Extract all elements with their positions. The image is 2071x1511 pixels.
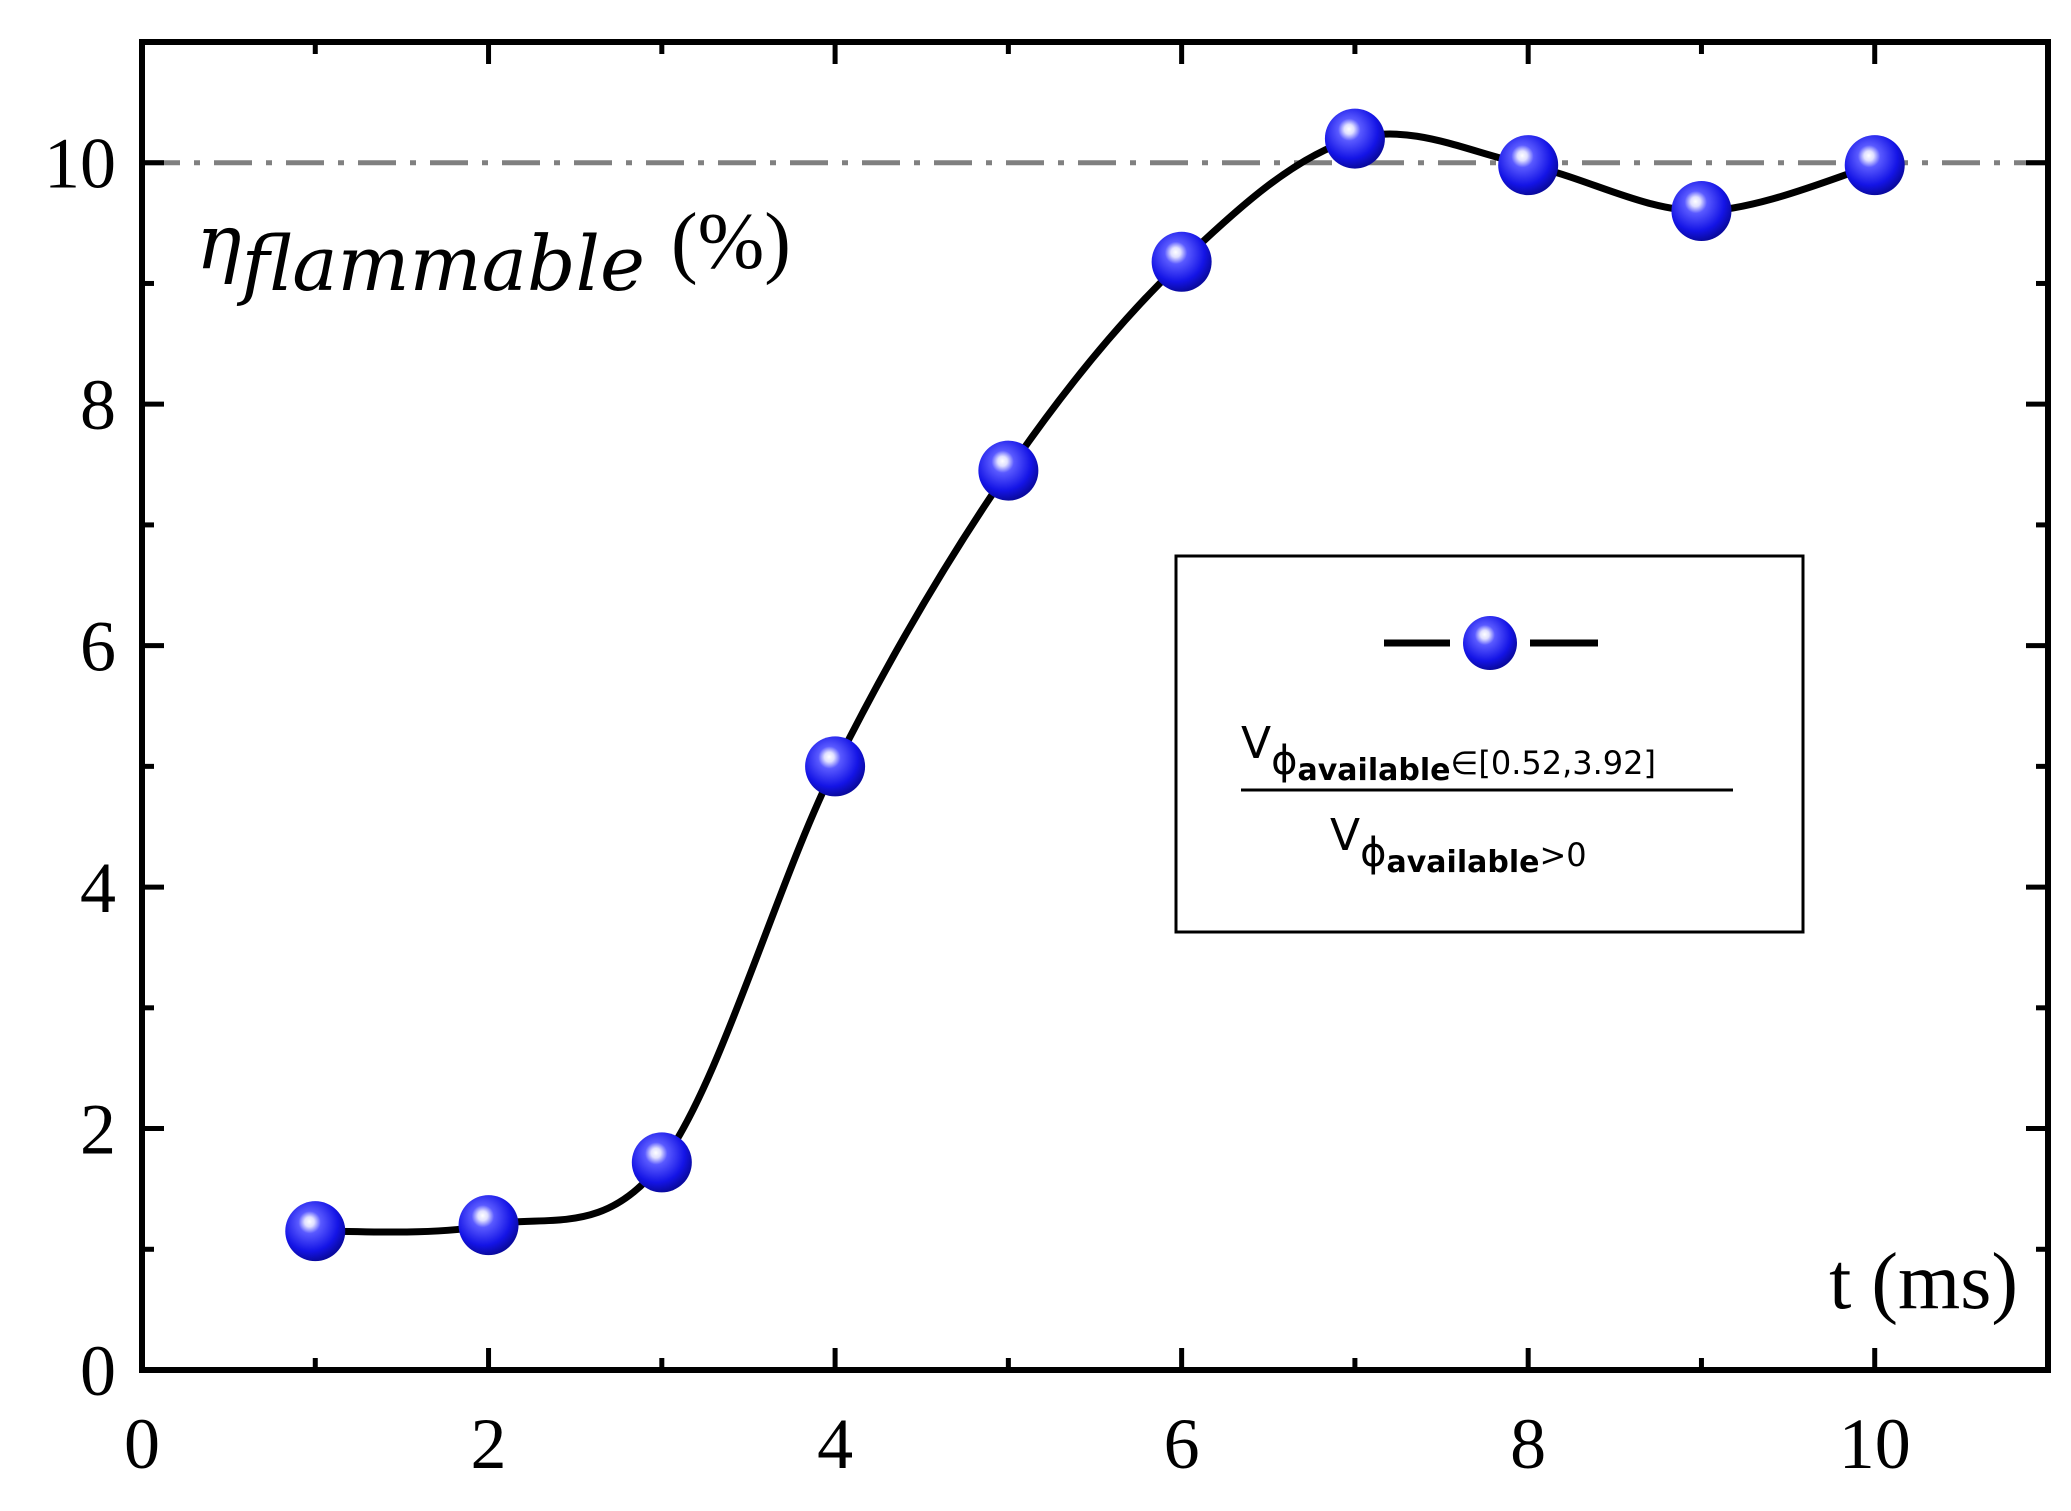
plot-frame	[139, 39, 2051, 1373]
legend: Vϕavailable∈[0.52,3.92] Vϕavailable>0	[1174, 554, 1805, 934]
legend-denominator-base: V	[1330, 810, 1360, 861]
y-tick-label: 10	[44, 124, 116, 204]
legend-numerator-sub2: available	[1298, 753, 1451, 788]
data-point-marker	[1498, 135, 1559, 196]
x-tick-label: 2	[471, 1404, 507, 1484]
svg-text:ηflammable(%): ηflammable (%)	[196, 197, 791, 308]
data-point-marker	[1151, 231, 1212, 292]
legend-numerator-base: V	[1241, 718, 1271, 769]
y-tick-label: 4	[80, 848, 116, 928]
legend-denominator-sub1: ϕ	[1360, 830, 1386, 876]
data-point-marker	[1671, 181, 1732, 242]
series-marker-layer	[285, 108, 1905, 1262]
x-tick-label: 6	[1164, 1404, 1200, 1484]
y-axis-label-subscript: flammable	[237, 219, 645, 308]
legend-numerator-sub1: ϕ	[1271, 738, 1297, 784]
y-axis-label: ηflammable (%)	[196, 197, 791, 308]
data-point-marker	[978, 440, 1039, 501]
x-tick-label: 4	[817, 1404, 853, 1484]
data-point-marker	[1844, 135, 1905, 196]
y-tick-label: 6	[80, 607, 116, 687]
data-point-marker	[805, 736, 866, 797]
axis-ticks: 0 2 4 6 8 10 0 2 4 6 8 10	[44, 39, 2051, 1484]
legend-numerator: Vϕavailable∈[0.52,3.92]	[1241, 718, 1656, 788]
legend-marker-sample	[1463, 616, 1517, 670]
x-tick-label: 0	[124, 1404, 160, 1484]
x-tick-label: 10	[1839, 1404, 1911, 1484]
data-point-marker	[1324, 108, 1385, 169]
data-point-marker	[458, 1195, 519, 1256]
x-axis-label: t (ms)	[1829, 1238, 2018, 1326]
legend-numerator-cond: ∈[0.52,3.92]	[1450, 744, 1656, 782]
series-line	[315, 130, 1876, 1236]
y-axis-label-symbol: η	[196, 197, 242, 286]
y-tick-label: 2	[80, 1090, 116, 1170]
y-tick-label: 0	[80, 1331, 116, 1411]
data-point-marker	[285, 1201, 346, 1262]
legend-denominator-cond: >0	[1539, 836, 1586, 874]
legend-denominator: Vϕavailable>0	[1330, 810, 1587, 880]
y-axis-label-unit: (%)	[671, 198, 791, 286]
series-line-layer	[315, 130, 1876, 1236]
data-point-marker	[631, 1132, 692, 1193]
x-tick-label: 8	[1510, 1404, 1546, 1484]
y-tick-label: 8	[80, 365, 116, 445]
legend-denominator-sub2: available	[1387, 845, 1540, 880]
